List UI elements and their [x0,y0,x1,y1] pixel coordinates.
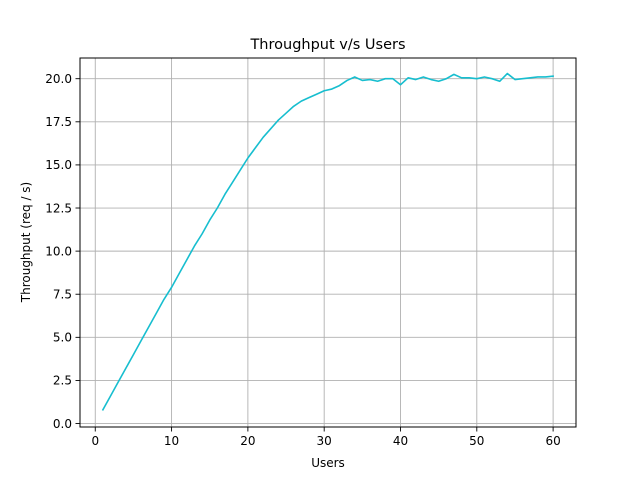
x-tick-label: 20 [240,434,255,448]
data-point [110,395,112,397]
data-point [377,80,379,82]
data-point [125,368,127,370]
data-point [316,93,318,95]
data-point [445,78,447,80]
data-point [278,119,280,121]
y-tick-label: 2.5 [53,374,72,388]
y-tick-label: 17.5 [45,115,72,129]
data-point [209,219,211,221]
data-point [514,79,516,81]
data-point [186,259,188,261]
x-tick-label: 50 [469,434,484,448]
data-point [239,169,241,171]
data-point [484,76,486,78]
x-tick-label: 10 [164,434,179,448]
y-tick-label: 20.0 [45,72,72,86]
data-point [369,79,371,81]
data-point [178,273,180,275]
data-point [423,76,425,78]
data-point [407,77,409,79]
chart-title: Throughput v/s Users [249,37,405,53]
data-point [400,84,402,86]
y-tick-label: 0.0 [53,417,72,431]
data-point [453,74,455,76]
data-point [300,100,302,102]
data-point [255,147,257,149]
data-point [354,76,356,78]
data-point [545,76,547,78]
y-tick-label: 12.5 [45,201,72,215]
data-point [293,105,295,107]
data-point [201,233,203,235]
data-point [308,97,310,99]
data-point [430,79,432,81]
data-point [461,77,463,79]
data-point [415,79,417,81]
data-point [323,90,325,92]
data-point [384,78,386,80]
ticks: 0 10 20 30 40 50 60 0.0 2.5 5.0 7.5 10.0 12.5 15.0 17.… [45,72,560,448]
x-tick-label: 40 [393,434,408,448]
data-point [392,78,394,80]
data-point [522,78,524,80]
y-tick-label: 10.0 [45,244,72,258]
data-point [499,80,501,82]
grid [80,58,576,427]
data-point [491,78,493,80]
x-axis-label: Users [311,456,345,470]
data-point [156,312,158,314]
series-line [101,72,554,411]
y-tick-label: 15.0 [45,158,72,172]
data-point [117,381,119,383]
data-point [362,80,364,82]
data-point [133,354,135,356]
data-point [552,75,554,77]
data-point [140,340,142,342]
data-point [270,128,272,130]
data-point [262,137,264,139]
data-point [224,193,226,195]
x-tick-label: 0 [91,434,99,448]
data-point [102,409,104,411]
data-point [346,80,348,82]
plot-frame [79,57,577,428]
data-point [194,245,196,247]
series-layer [101,72,554,411]
y-axis-label: Throughput (req / s) [19,182,33,303]
y-tick-label: 7.5 [53,288,72,302]
data-point [217,207,219,209]
y-tick-label: 5.0 [53,331,72,345]
data-point [339,85,341,87]
data-point [247,157,249,159]
data-point [537,76,539,78]
data-point [468,77,470,79]
x-tick-label: 60 [545,434,560,448]
data-point [163,299,165,301]
data-point [171,287,173,289]
data-point [148,326,150,328]
data-point [285,112,287,114]
data-point [507,73,509,75]
data-point [476,78,478,80]
x-tick-label: 30 [317,434,332,448]
data-point [438,80,440,82]
data-point [529,77,531,79]
data-point [331,88,333,90]
data-point [232,181,234,183]
